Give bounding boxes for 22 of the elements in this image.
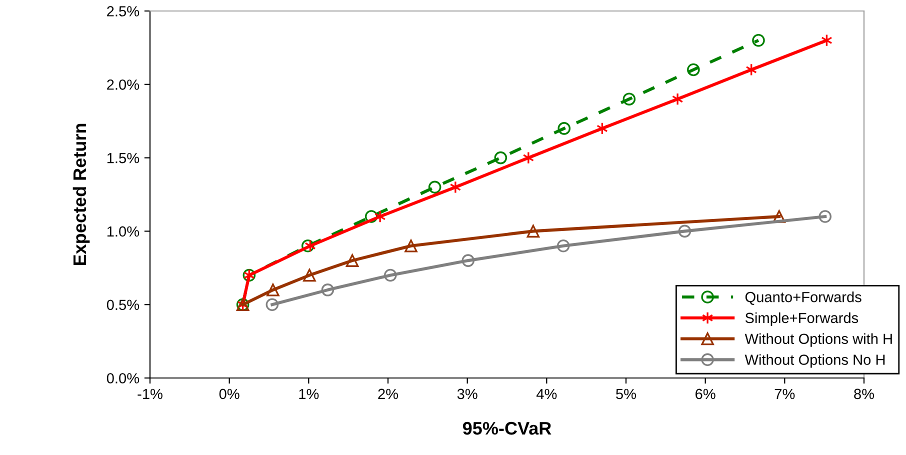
- x-tick-label: 5%: [616, 388, 636, 400]
- legend-label: Simple+Forwards: [745, 312, 858, 326]
- y-tick-label: 1.5%: [107, 152, 140, 164]
- x-tick-label: 4%: [536, 388, 557, 400]
- legend-label: Quanto+Forwards: [745, 292, 862, 305]
- x-tick-label: 0%: [219, 388, 240, 400]
- legend-label: Without Options No H: [744, 354, 885, 368]
- y-axis-title: Expected Return: [72, 124, 90, 266]
- x-tick-label: 8%: [854, 388, 874, 400]
- y-tick-label: 0.0%: [106, 373, 140, 384]
- x-tick-label: 3%: [457, 388, 478, 400]
- y-tick-label: 2.0%: [107, 80, 140, 90]
- y-tick-label: 0.5%: [106, 300, 140, 310]
- x-tick-label: 1%: [299, 388, 319, 400]
- x-tick-label: 7%: [774, 388, 795, 400]
- x-tick-label: -1%: [138, 388, 162, 400]
- y-tick-label: 1.0%: [107, 226, 140, 237]
- x-axis-title: 95%-CVaR: [462, 422, 552, 435]
- y-tick-label: 2.5%: [107, 6, 140, 16]
- legend-label: Without Options with H: [744, 333, 892, 347]
- x-tick-label: 6%: [696, 388, 716, 400]
- x-tick-label: 2%: [378, 388, 398, 400]
